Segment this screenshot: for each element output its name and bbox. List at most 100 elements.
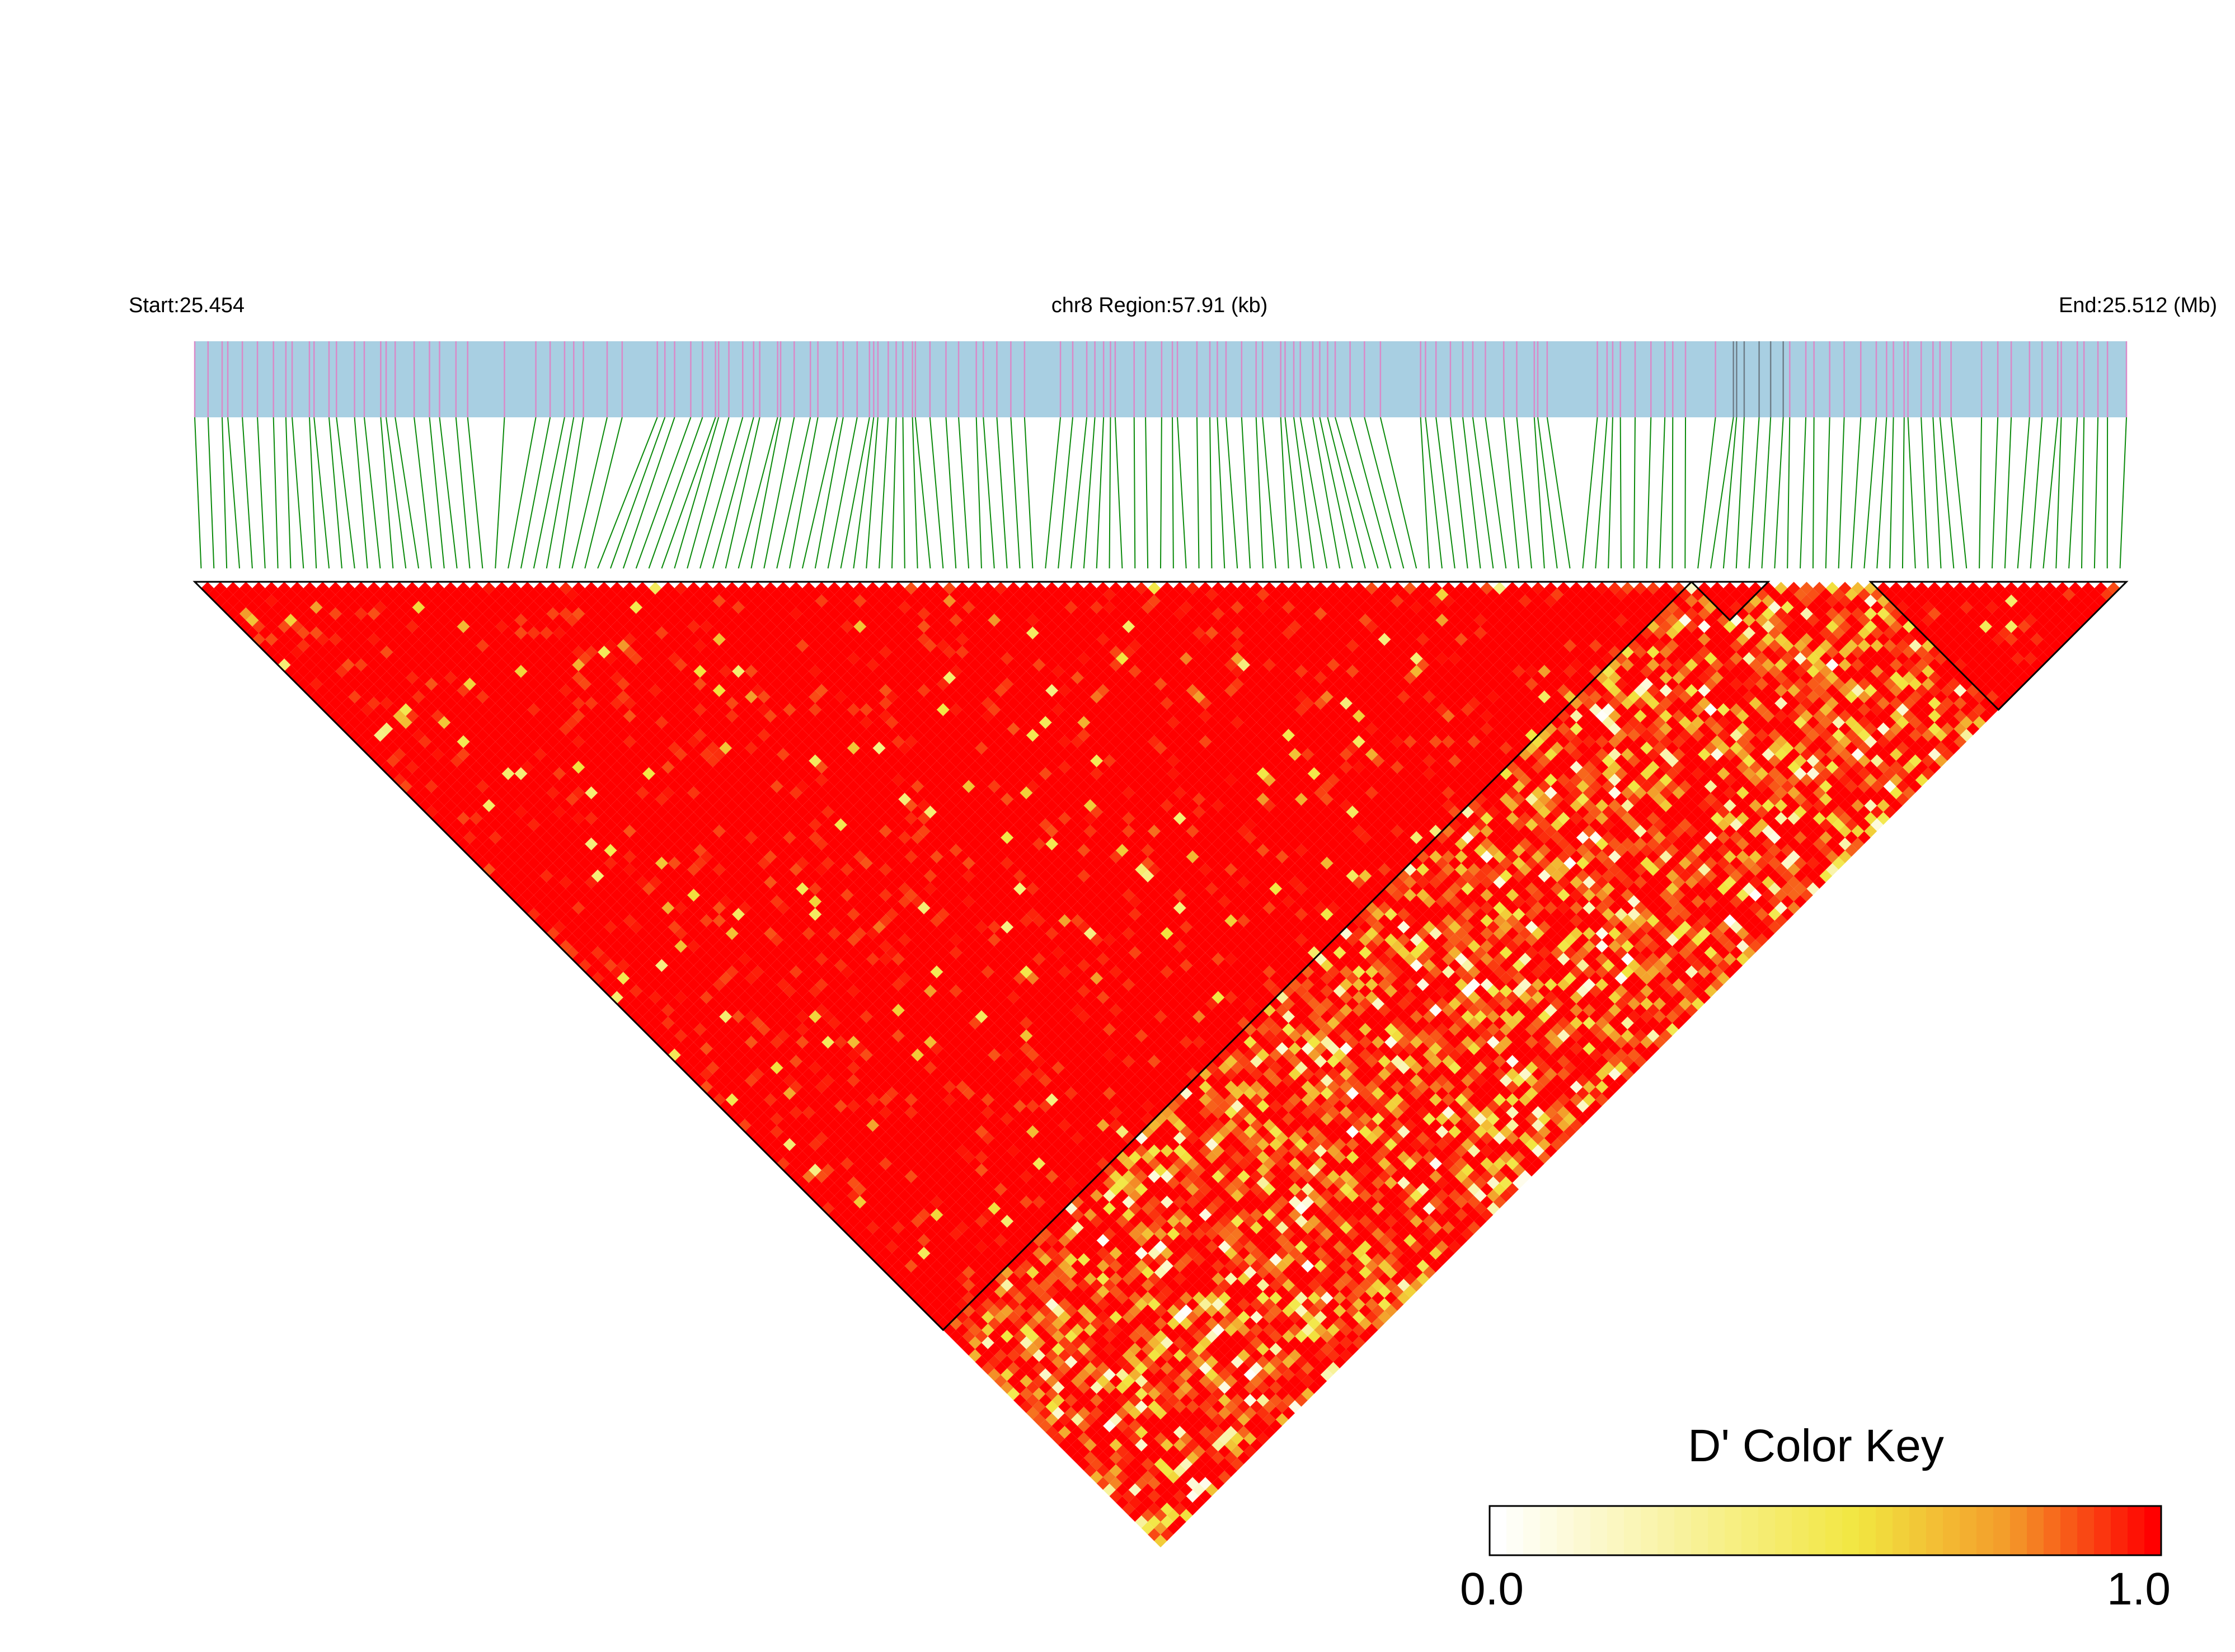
ld-cell	[1173, 1285, 1186, 1298]
ld-cell	[1173, 1451, 1186, 1465]
ld-cell	[969, 1259, 982, 1273]
ld-cell	[1007, 1323, 1020, 1336]
ld-cell	[783, 946, 796, 959]
ld-cell	[348, 639, 361, 652]
ld-cell	[674, 927, 688, 940]
ld-cell	[821, 1023, 835, 1036]
ld-cell	[412, 614, 425, 627]
ld-cell	[361, 716, 374, 729]
ld-cell	[783, 997, 796, 1010]
ld-cell	[866, 1221, 880, 1234]
ld-cell	[604, 806, 617, 818]
ld-cell	[520, 633, 534, 646]
ld-cell	[764, 888, 777, 902]
ld-cell	[828, 1157, 841, 1170]
ld-cell	[604, 703, 617, 717]
snp-connector	[1546, 417, 1571, 569]
ld-cell	[431, 658, 444, 672]
ld-cell	[482, 671, 496, 684]
ld-cell	[1013, 1356, 1026, 1368]
ld-cell	[1135, 1400, 1148, 1413]
ld-cell	[693, 856, 707, 870]
ld-cell	[476, 818, 489, 831]
ld-cell	[674, 1016, 688, 1030]
ld-cell	[802, 978, 815, 991]
ld-cell	[393, 684, 406, 697]
snp-connector	[879, 417, 889, 569]
ld-cell	[802, 1170, 815, 1183]
ld-cell	[501, 767, 515, 780]
ld-cell	[981, 1132, 994, 1145]
ld-cell	[431, 773, 444, 787]
ld-cell	[924, 1253, 937, 1267]
snp-connector	[546, 417, 575, 569]
ld-cell	[527, 869, 541, 883]
snp-connector	[1083, 417, 1096, 569]
ld-cell	[712, 863, 726, 876]
ld-cell	[693, 985, 707, 997]
ld-cell	[1090, 1356, 1104, 1368]
ld-cell	[316, 633, 330, 646]
ld-cell	[1007, 1157, 1020, 1170]
ld-cell	[1051, 1304, 1065, 1317]
ld-cell	[949, 1176, 962, 1189]
ld-cell	[520, 773, 534, 787]
ld-cell	[431, 684, 444, 697]
ld-cell	[1020, 1246, 1033, 1260]
ld-cell	[962, 1278, 975, 1292]
ld-cell	[341, 696, 355, 710]
ld-cell	[764, 901, 777, 915]
ld-cell	[783, 1151, 796, 1164]
ld-cell	[540, 754, 553, 768]
ld-cell	[751, 1042, 764, 1055]
ld-cell	[303, 633, 317, 646]
ld-cell	[943, 1093, 956, 1107]
ld-cell	[1070, 1234, 1084, 1247]
ld-cell	[904, 1157, 918, 1170]
ld-cell	[956, 1144, 969, 1157]
ld-cell	[994, 1362, 1007, 1375]
ld-cell	[259, 588, 272, 601]
ld-cell	[936, 1151, 950, 1164]
ld-cell	[322, 677, 336, 691]
ld-cell	[341, 684, 355, 697]
ld-cell	[841, 1196, 854, 1209]
ld-cell	[1032, 1285, 1046, 1298]
ld-cell	[1135, 1336, 1148, 1349]
ld-cell	[1115, 1330, 1129, 1343]
snp-connector	[2017, 417, 2030, 569]
ld-cell	[1103, 1227, 1116, 1241]
ld-cell	[1070, 1362, 1084, 1375]
ld-cell	[930, 1170, 943, 1183]
ld-cell	[623, 965, 636, 978]
ld-cell	[348, 614, 361, 627]
ld-cell	[271, 627, 285, 639]
ld-cell	[879, 1246, 892, 1260]
ld-cell	[1032, 1183, 1046, 1196]
ld-cell	[572, 761, 585, 774]
ld-cell	[559, 850, 572, 863]
ld-cell	[751, 991, 764, 1004]
ld-cell	[1090, 1394, 1104, 1407]
ld-cell	[585, 799, 598, 812]
ld-cell	[693, 831, 707, 844]
ld-cell	[501, 677, 515, 691]
ld-cell	[495, 594, 509, 608]
ld-cell	[1148, 1349, 1161, 1362]
ld-cell	[674, 965, 688, 978]
ld-cell	[1064, 1445, 1078, 1458]
snp-connector	[455, 417, 471, 569]
ld-cell	[246, 614, 259, 627]
ld-cell	[1122, 1425, 1135, 1439]
snp-connector	[996, 417, 1008, 569]
ld-cell	[930, 1234, 943, 1247]
ld-cell	[712, 837, 726, 851]
ld-cell	[341, 646, 355, 659]
ld-cell	[514, 882, 528, 896]
snp-connector	[1145, 417, 1149, 569]
ld-cell	[482, 761, 496, 774]
ld-cell	[482, 722, 496, 736]
snp-connector	[285, 417, 292, 569]
ld-cell	[783, 1061, 796, 1075]
ld-cell	[290, 582, 304, 595]
